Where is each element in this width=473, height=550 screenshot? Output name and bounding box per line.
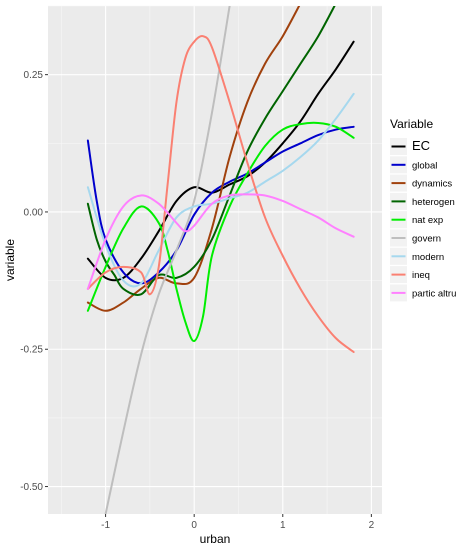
series-line-modern bbox=[86, 92, 355, 288]
series-line-dynamics bbox=[86, 6, 301, 312]
y-tick-label: -0.50 bbox=[20, 482, 43, 493]
legend-label-heterogen: heterogen bbox=[412, 197, 455, 208]
series-line-partic-altru bbox=[86, 193, 355, 290]
series-line-govern bbox=[104, 6, 231, 514]
y-axis: 0.25 0.00 -0.25 -0.50 bbox=[20, 70, 48, 493]
legend-label-modern: modern bbox=[412, 252, 444, 263]
legend: Variable EC global dynamics heterogen nat ex… bbox=[390, 117, 456, 302]
x-tick-label: -1 bbox=[101, 520, 110, 531]
series-line-heterogen bbox=[86, 6, 336, 296]
legend-label-partic-altru: partic altru bbox=[412, 288, 456, 299]
grid-minor bbox=[48, 5, 382, 514]
series-line-ineq bbox=[86, 35, 355, 353]
x-axis-title: urban bbox=[200, 532, 231, 546]
x-tick-label: 0 bbox=[191, 520, 197, 531]
series-layer bbox=[86, 6, 355, 514]
x-axis: -1 0 1 2 bbox=[101, 514, 375, 531]
y-axis-title: variable bbox=[3, 239, 17, 281]
legend-label-ec: EC bbox=[412, 138, 430, 153]
legend-label-ineq: ineq bbox=[412, 270, 430, 281]
legend-label-govern: govern bbox=[412, 234, 441, 245]
series-line-nat-exp bbox=[86, 121, 355, 343]
legend-label-global: global bbox=[412, 160, 437, 171]
x-tick-label: 1 bbox=[280, 520, 286, 531]
y-tick-label: -0.25 bbox=[20, 345, 43, 356]
y-tick-label: 0.25 bbox=[24, 70, 44, 81]
legend-label-nat-exp: nat exp bbox=[412, 215, 443, 226]
x-tick-label: 2 bbox=[369, 520, 375, 531]
legend-label-dynamics: dynamics bbox=[412, 179, 452, 190]
series-line-global bbox=[86, 125, 355, 285]
legend-title: Variable bbox=[390, 117, 433, 131]
y-tick-label: 0.00 bbox=[24, 207, 44, 218]
